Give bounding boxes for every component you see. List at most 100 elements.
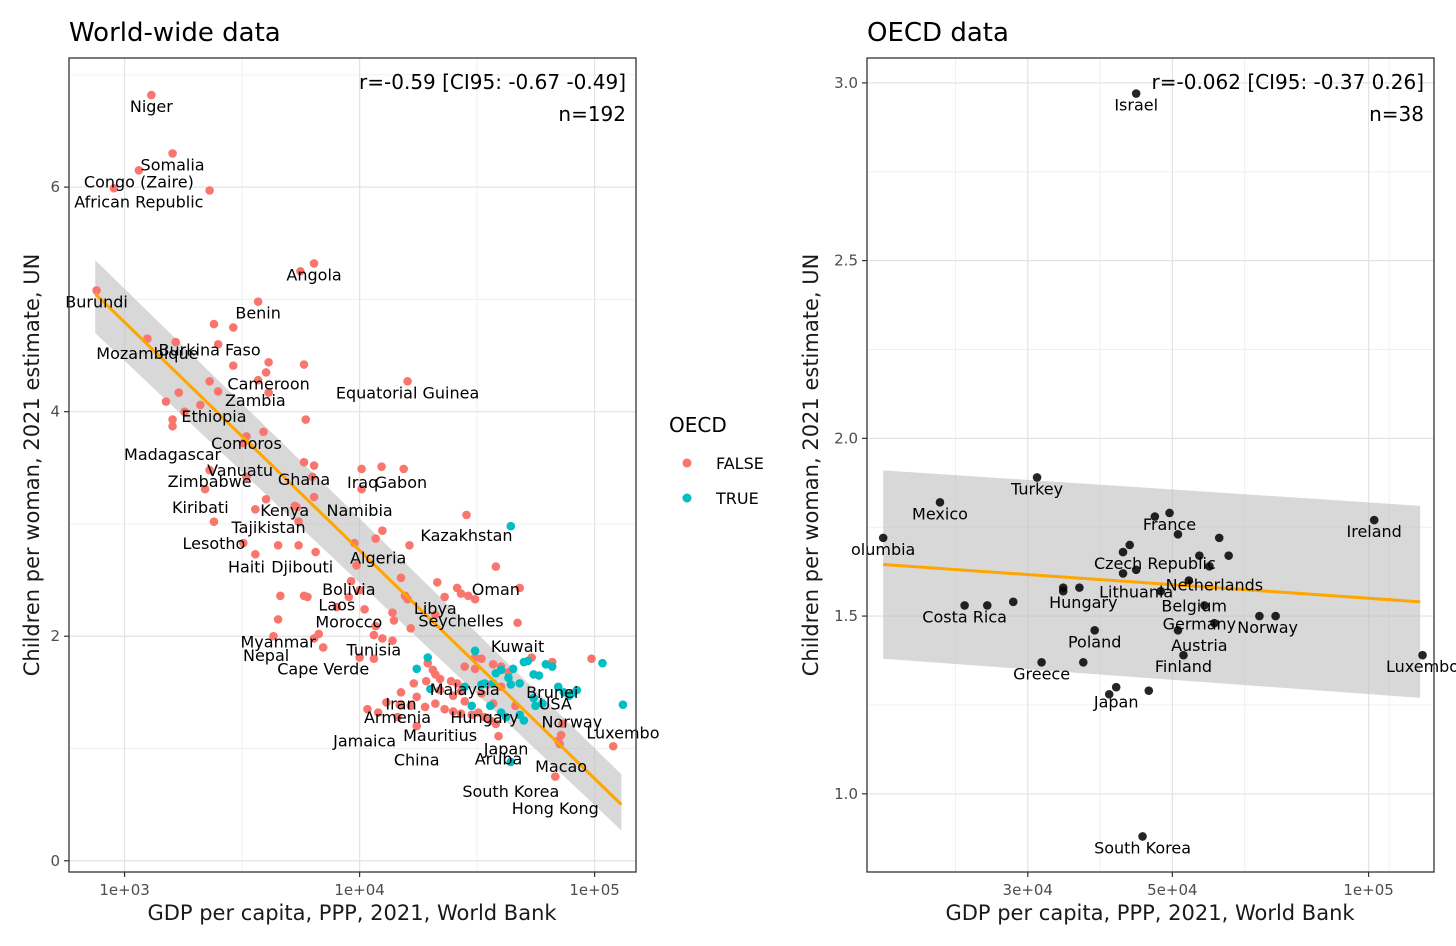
data-point (431, 699, 440, 708)
point-label: Kuwait (491, 637, 544, 656)
data-point (251, 549, 260, 559)
data-point (935, 498, 945, 507)
data-point (960, 601, 969, 610)
data-point (529, 693, 538, 703)
data-point (1090, 625, 1099, 635)
data-point (377, 462, 386, 471)
data-point (168, 415, 177, 424)
data-point (982, 601, 992, 610)
x-tick-label: 1e+03 (99, 881, 149, 899)
point-label: Mozambique (96, 344, 198, 363)
legend: OECD FALSE TRUE (669, 413, 764, 508)
data-point (264, 388, 273, 397)
point-label: Benin (235, 304, 281, 323)
data-point (1118, 569, 1128, 578)
data-point (209, 319, 219, 329)
data-point (261, 494, 271, 504)
point-label: Lesotho (183, 534, 246, 553)
data-point (1150, 512, 1160, 521)
data-point (491, 562, 501, 571)
point-label: Turkey (1010, 479, 1063, 498)
point-label: Armenia (364, 708, 431, 727)
point-label: Brunei (526, 683, 578, 702)
point-label: Czech Republic (1094, 554, 1216, 573)
data-point (311, 547, 320, 557)
data-point (608, 741, 618, 751)
data-point (1200, 601, 1209, 610)
data-point (147, 90, 156, 100)
point-label: Morocco (315, 612, 382, 631)
data-point (309, 461, 319, 470)
point-label: Belgium (1161, 597, 1227, 616)
data-point (393, 712, 402, 722)
data-point (440, 592, 449, 602)
data-point (1271, 611, 1280, 621)
data-point (228, 323, 238, 332)
data-point (572, 685, 582, 695)
data-point (519, 716, 529, 725)
data-point (395, 700, 404, 710)
data-point (352, 561, 361, 570)
data-point (405, 540, 414, 550)
legend-key-true (682, 493, 692, 503)
point-label: Mauritius (403, 726, 477, 745)
correlation-label: r=-0.062 [CI95: -0.37 0.26] (1152, 70, 1424, 94)
data-point (504, 673, 513, 683)
data-point (1075, 583, 1084, 592)
point-label: Costa Rica (922, 607, 1007, 626)
data-point (409, 679, 419, 688)
point-label: Burundi (65, 292, 128, 311)
y-tick-label: 2.0 (834, 429, 858, 447)
data-point (388, 636, 397, 646)
point-label: China (394, 750, 440, 769)
data-point (309, 492, 319, 502)
x-axis-label-oecd: GDP per capita, PPP, 2021, World Bank (945, 901, 1355, 925)
data-point (273, 540, 283, 550)
plot-border (866, 57, 1435, 873)
data-point (496, 665, 506, 675)
data-point (360, 604, 369, 614)
point-label: Luxembo (1386, 657, 1456, 676)
point-label: Mexico (912, 504, 968, 523)
point-label: Equatorial Guinea (336, 383, 479, 402)
point-label: Seychelles (418, 611, 503, 630)
data-point (373, 708, 383, 717)
point-label: France (1143, 515, 1196, 534)
y-tick-label: 0 (50, 852, 60, 870)
points (878, 89, 1427, 841)
point-label: Kenya (260, 501, 309, 520)
data-point (515, 679, 525, 688)
data-point (388, 608, 397, 617)
regression-line (94, 292, 623, 806)
point-label: Nepal (243, 646, 289, 665)
correlation-label: r=-0.59 [CI95: -0.67 -0.49] (359, 70, 626, 94)
y-tick-label: 3.0 (834, 74, 858, 92)
point-label: South Korea (1094, 838, 1191, 857)
point-label: Netherlands (1166, 575, 1264, 594)
data-point (508, 664, 518, 674)
data-point (1008, 597, 1018, 607)
y-tick-label: 4 (50, 403, 60, 421)
data-point (200, 484, 210, 494)
data-point (1173, 625, 1183, 635)
data-point (228, 361, 238, 370)
data-point (480, 679, 489, 688)
data-point (491, 719, 501, 729)
data-point (346, 576, 356, 586)
data-point (309, 259, 319, 268)
data-point (1131, 89, 1141, 98)
point-label: Libya (414, 599, 457, 618)
data-point (299, 457, 309, 467)
data-point (378, 634, 387, 643)
data-point (1210, 618, 1219, 628)
legend-label-false: FALSE (716, 454, 764, 473)
point-label: Norway (541, 712, 602, 731)
data-point (1156, 586, 1166, 596)
point-label: Somalia (141, 155, 205, 174)
data-point (299, 360, 309, 369)
data-point (261, 368, 271, 377)
point-label: Austria (1171, 636, 1228, 655)
point-label: Germany (1163, 615, 1237, 634)
data-point (378, 526, 387, 535)
data-point (213, 340, 223, 349)
